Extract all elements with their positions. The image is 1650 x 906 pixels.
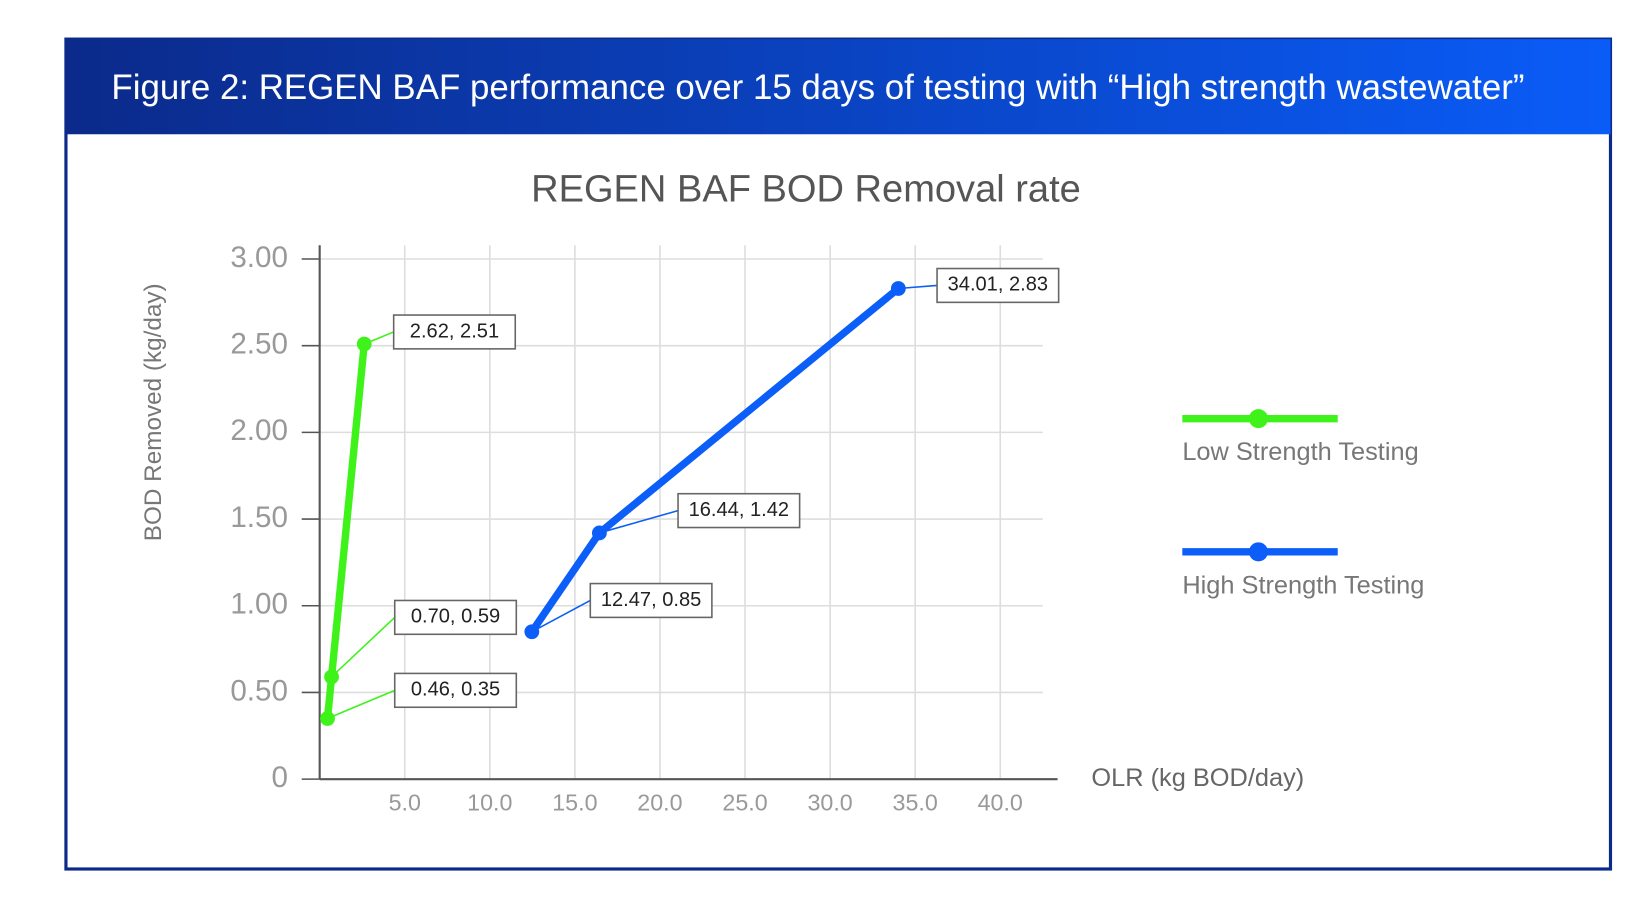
data-label: 0.70, 0.59: [411, 606, 500, 628]
x-tick-label: 15.0: [552, 790, 597, 816]
y-tick-label: 1.00: [230, 588, 288, 621]
data-label: 0.46, 0.35: [411, 679, 500, 701]
data-label-box: [589, 582, 713, 619]
legend-marker: [1248, 542, 1268, 562]
y-tick-label: 0: [271, 761, 287, 794]
x-tick-label: 10.0: [467, 790, 512, 816]
y-axis-label: BOD Removed (kg/day): [140, 283, 167, 541]
y-tick-label: 1.50: [230, 501, 288, 534]
x-tick-label: 35.0: [893, 790, 938, 816]
x-tick-label: 30.0: [807, 790, 852, 816]
data-label: 16.44, 1.42: [689, 499, 789, 521]
header-banner: [65, 39, 1611, 135]
x-axis-label: OLR (kg BOD/day): [1091, 764, 1304, 792]
y-tick-label: 0.50: [230, 674, 288, 707]
x-tick-label: 25.0: [722, 790, 767, 816]
data-label: 34.01, 2.83: [948, 274, 1048, 296]
legend-marker: [1248, 409, 1268, 429]
data-label-box: [936, 267, 1060, 304]
y-tick-label: 2.50: [230, 328, 288, 361]
leader-line: [331, 616, 396, 678]
data-label-box: [393, 672, 518, 709]
y-tick-label: 3.00: [230, 241, 288, 274]
data-label-box: [677, 492, 801, 529]
figure-caption: Figure 2: REGEN BAF performance over 15 …: [111, 68, 1524, 107]
chart-title: REGEN BAF BOD Removal rate: [531, 168, 1081, 210]
data-label: 12.47, 0.85: [601, 589, 701, 611]
data-label: 2.62, 2.51: [410, 320, 499, 342]
frame: [64, 37, 1613, 871]
leader-line: [363, 331, 394, 345]
data-label-box: [393, 599, 518, 636]
leader-line: [599, 509, 679, 534]
data-label-box: [392, 314, 517, 350]
y-tick-label: 2.00: [230, 414, 288, 447]
data-point: [524, 624, 540, 640]
leader-line: [898, 284, 938, 290]
leader-line: [531, 599, 591, 633]
x-tick-label: 40.0: [978, 790, 1023, 816]
legend-label: High Strength Testing: [1182, 571, 1424, 599]
x-tick-label: 5.0: [389, 790, 421, 816]
leader-line: [327, 689, 396, 720]
legend-label: Low Strength Testing: [1182, 438, 1418, 466]
x-tick-label: 20.0: [637, 790, 682, 816]
